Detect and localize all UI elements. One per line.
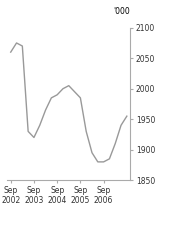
Text: '000: '000 [113,6,130,15]
